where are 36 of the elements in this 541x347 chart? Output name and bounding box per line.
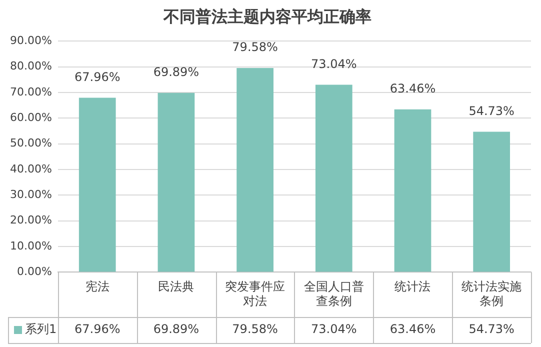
text: 63.46% — [390, 81, 436, 96]
data-label: 73.04% — [311, 322, 357, 336]
y-tick-label: 50.00% — [10, 136, 52, 150]
y-tick-label: 20.00% — [10, 214, 52, 227]
x-tick-label: 突发事件应对法 — [225, 280, 286, 308]
data-label: 67.96% — [74, 322, 120, 336]
text: 69.89% — [153, 64, 200, 79]
bar — [473, 132, 510, 272]
bar — [78, 98, 116, 272]
data-label: 79.58% — [232, 322, 278, 336]
x-tick-label: 宪法 — [85, 280, 110, 294]
y-tick-label: 90.00% — [10, 34, 52, 48]
chart-title: 不同普法主题内容平均正确率 — [162, 6, 372, 26]
x-tick-label: 民法典 — [158, 280, 194, 294]
x-tick-label: 全国人口普查条例 — [304, 280, 364, 308]
x-tick-label: 统计法 — [394, 280, 431, 294]
data-label: 54.73% — [468, 322, 514, 336]
data-label: 63.46% — [390, 322, 436, 336]
bar — [236, 68, 274, 272]
y-tick-label: 60.00% — [10, 111, 52, 124]
bar — [315, 84, 352, 272]
y-tick-label: 80.00% — [10, 60, 52, 73]
text: 73.04% — [311, 56, 357, 71]
x-tick-label: 统计法实施条例 — [462, 280, 522, 308]
y-tick-label: 70.00% — [10, 85, 52, 98]
bar — [158, 92, 195, 272]
bar — [394, 109, 432, 272]
data-label: 69.89% — [153, 322, 200, 336]
y-tick-label: 40.00% — [10, 162, 52, 176]
text: 79.58% — [232, 40, 278, 54]
legend-label: 系列1 — [25, 322, 57, 336]
y-tick-label: 0.00% — [16, 265, 52, 278]
y-tick-label: 10.00% — [10, 239, 52, 252]
y-tick-label: 30.00% — [10, 188, 52, 202]
text: 54.73% — [468, 104, 514, 118]
text: 67.96% — [74, 70, 120, 84]
